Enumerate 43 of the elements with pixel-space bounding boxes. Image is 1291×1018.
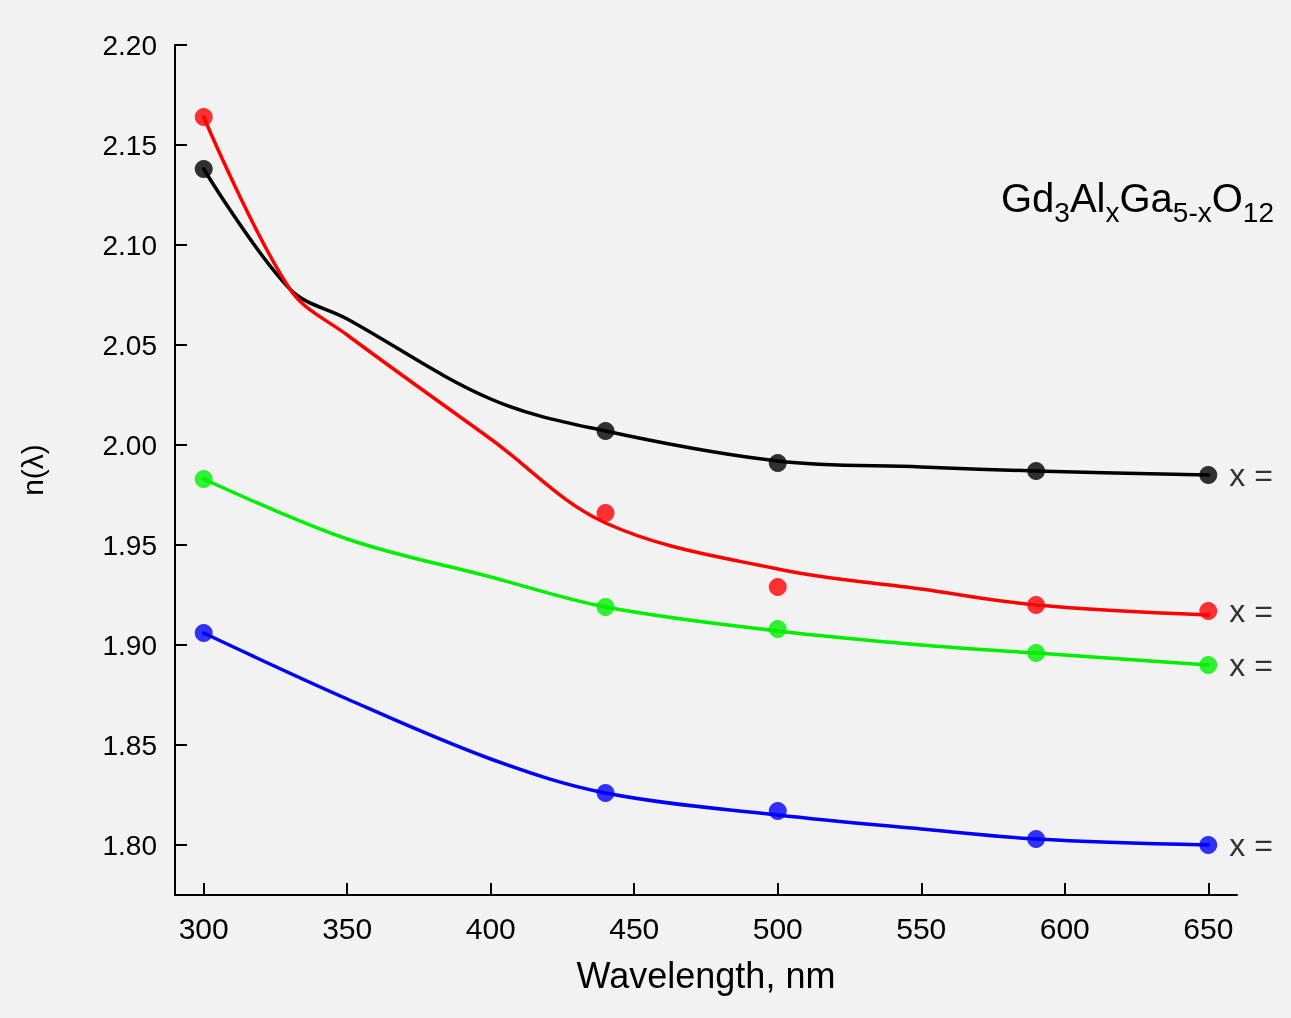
x-axis-title: Wavelength, nm <box>576 954 836 996</box>
y-tick-label: 2.10 <box>102 229 157 261</box>
point <box>1199 656 1218 674</box>
x-tick-label: 600 <box>1039 911 1090 945</box>
y-tick-label: 2.15 <box>102 129 157 161</box>
point <box>194 624 213 642</box>
x-tick-label: 300 <box>178 911 229 945</box>
y-tick-label: 2.05 <box>102 329 157 361</box>
point <box>596 504 615 522</box>
point <box>1199 602 1218 620</box>
point <box>1199 466 1218 484</box>
series-label: x = <box>1229 457 1273 493</box>
point <box>1027 596 1046 614</box>
series-label: x = <box>1229 647 1273 683</box>
point <box>596 422 615 440</box>
series-label: x = <box>1229 593 1273 629</box>
x-tick-label: 650 <box>1183 911 1234 945</box>
series-label: x = <box>1229 827 1273 863</box>
point <box>194 108 213 126</box>
x-tick-label: 500 <box>752 911 803 945</box>
y-tick-label: 1.80 <box>102 829 157 861</box>
y-tick-label: 2.00 <box>102 429 157 461</box>
point <box>768 802 787 820</box>
y-tick-label: 1.95 <box>102 529 157 561</box>
point <box>1027 644 1046 662</box>
y-tick-label: 1.90 <box>102 629 157 661</box>
x-tick-label: 450 <box>609 911 660 945</box>
point <box>1027 830 1046 848</box>
point <box>194 160 213 178</box>
x-tick-label: 400 <box>465 911 516 945</box>
point <box>194 470 213 488</box>
point <box>768 454 787 472</box>
x-tick-label: 350 <box>322 911 373 945</box>
point <box>768 578 787 596</box>
y-axis-title: n(λ) <box>15 444 49 496</box>
point <box>768 620 787 638</box>
point <box>1199 836 1218 854</box>
y-tick-label: 1.85 <box>102 729 157 761</box>
point <box>596 784 615 802</box>
x-tick-label: 550 <box>896 911 947 945</box>
point <box>596 598 615 616</box>
y-tick-label: 2.20 <box>102 29 157 61</box>
point <box>1027 462 1046 480</box>
